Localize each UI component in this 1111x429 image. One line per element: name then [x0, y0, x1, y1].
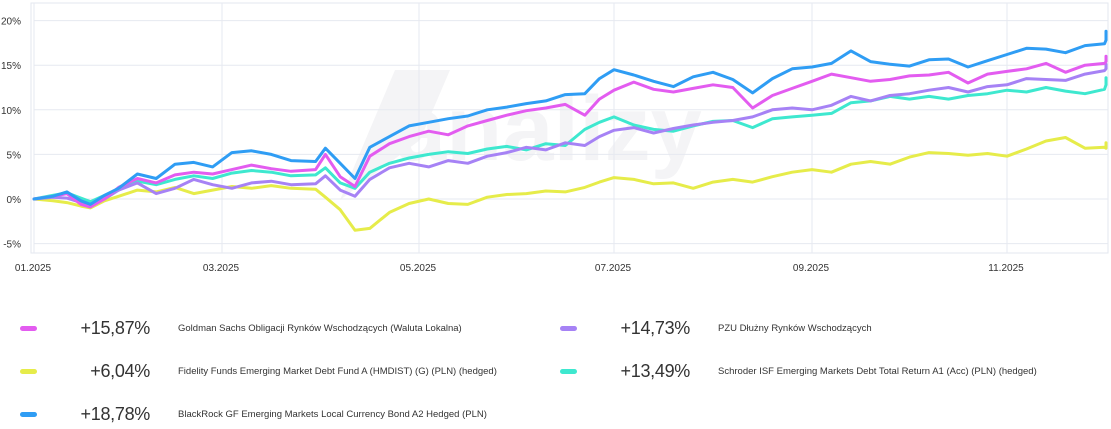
line-chart: analizy 20%15%10%5%0%-5% 01.2025 03.2025 0… [1, 2, 1109, 274]
series-line-4 [32, 29, 1108, 206]
x-axis-ticks: 01.2025 03.2025 05.2025 07.2025 09.2025 11.20… [15, 263, 1024, 274]
x-tick-label: 07.2025 [595, 263, 632, 274]
legend-name: Goldman Sachs Obligacji Rynków Wschodząc… [178, 322, 462, 334]
legend-item-fidelity[interactable]: +6,04% Fidelity Funds Emerging Market De… [20, 356, 497, 386]
x-tick-label: 03.2025 [203, 263, 240, 274]
chart-series-lines [32, 29, 1108, 232]
y-tick-label: 10% [1, 106, 21, 117]
x-tick-label: 01.2025 [15, 263, 52, 274]
legend-value: +13,49% [620, 360, 691, 381]
legend-value: +6,04% [90, 360, 150, 381]
chart-grid [30, 2, 1109, 254]
series-line-2 [32, 136, 1108, 232]
y-tick-label: -5% [3, 240, 21, 251]
y-tick-label: 15% [1, 61, 21, 72]
y-tick-label: 20% [1, 17, 21, 28]
legend-swatch-icon [560, 368, 577, 374]
y-axis-ticks: 20% 15% 10% 5% 0% -5% [1, 17, 21, 251]
legend-swatch-icon [560, 325, 577, 331]
legend-name: BlackRock GF Emerging Markets Local Curr… [178, 408, 487, 420]
series-line-1 [32, 62, 1108, 207]
series-line-3 [32, 76, 1108, 204]
legend-swatch-icon [20, 411, 37, 417]
legend-name: Fidelity Funds Emerging Market Debt Fund… [178, 365, 497, 377]
x-tick-label: 09.2025 [793, 263, 830, 274]
legend-item-schroder[interactable]: +13,49% Schroder ISF Emerging Markets De… [560, 356, 1037, 386]
legend-name: PZU Dłużny Rynków Wschodzących [718, 322, 872, 334]
plot-frame [30, 2, 1109, 254]
legend-value: +18,78% [80, 403, 151, 424]
x-tick-label: 05.2025 [400, 263, 437, 274]
y-tick-label: 5% [7, 150, 22, 161]
legend-value: +14,73% [620, 317, 691, 338]
series-line-0 [32, 54, 1108, 209]
legend-swatch-icon [20, 368, 37, 374]
x-tick-label: 11.2025 [988, 263, 1024, 274]
legend-value: +15,87% [80, 317, 151, 338]
chart-legend: +15,87% Goldman Sachs Obligacji Rynków W… [0, 300, 1111, 429]
legend-item-blackrock[interactable]: +18,78% BlackRock GF Emerging Markets Lo… [20, 399, 487, 429]
legend-item-pzu[interactable]: +14,73% PZU Dłużny Rynków Wschodzących [560, 313, 872, 343]
legend-name: Schroder ISF Emerging Markets Debt Total… [718, 365, 1037, 377]
y-tick-label: 0% [7, 195, 22, 206]
legend-swatch-icon [20, 325, 37, 331]
legend-item-goldman-sachs[interactable]: +15,87% Goldman Sachs Obligacji Rynków W… [20, 313, 462, 343]
